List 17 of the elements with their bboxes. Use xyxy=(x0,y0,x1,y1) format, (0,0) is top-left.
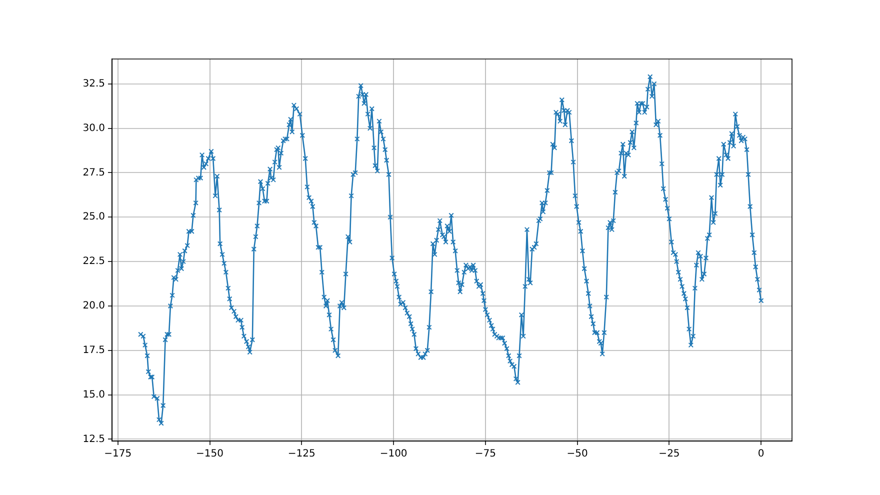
y-tick-label: 22.5 xyxy=(82,256,105,268)
y-tick-label: 17.5 xyxy=(82,344,105,356)
x-tick-label: −50 xyxy=(566,448,588,460)
y-tick-label: 12.5 xyxy=(82,434,105,445)
x-tick-label: −75 xyxy=(474,448,496,460)
y-tick-label: 15.0 xyxy=(82,389,105,400)
x-tick-label: −150 xyxy=(196,448,224,460)
y-tick-label: 20.0 xyxy=(82,300,105,312)
x-tick-label: −100 xyxy=(380,448,408,460)
y-tick-label: 27.5 xyxy=(82,167,105,178)
x-tick-label: −175 xyxy=(104,448,132,460)
x-tick-label: −125 xyxy=(288,448,316,460)
y-tick-label: 30.0 xyxy=(82,122,105,134)
y-tick-label: 25.0 xyxy=(82,212,105,223)
x-tick-label: 0 xyxy=(758,448,764,460)
x-tick-label: −25 xyxy=(658,448,680,460)
y-tick-label: 32.5 xyxy=(82,78,105,90)
